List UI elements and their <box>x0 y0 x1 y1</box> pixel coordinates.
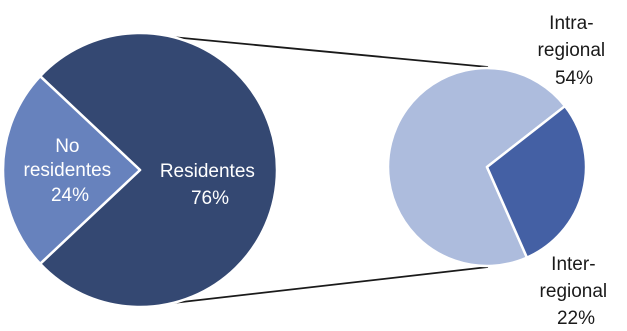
slice-inter-regional[interactable] <box>485 104 588 259</box>
slice-residentes[interactable] <box>38 31 279 309</box>
label-no-residentes: No residentes 24% <box>24 136 117 206</box>
label-intra-line2: regional <box>538 40 606 61</box>
label-no-residentes-line1: No <box>55 136 79 157</box>
label-intra-line1: Intra- <box>549 13 593 34</box>
label-no-residentes-line2: residentes <box>24 160 112 181</box>
label-inter-value: 22% <box>557 308 595 329</box>
slice-intra-regional[interactable] <box>386 66 567 268</box>
connector-line-bottom <box>172 266 489 304</box>
label-no-residentes-value: 24% <box>51 185 89 206</box>
slice-no-residentes[interactable] <box>1 74 142 266</box>
main-pie <box>1 31 279 309</box>
label-inter-line2: regional <box>540 281 608 302</box>
label-residentes-name: Residentes <box>160 161 255 182</box>
label-residentes: Residentes 76% <box>160 161 260 209</box>
label-intra-regional: Intra- regional 54% <box>538 13 611 89</box>
connector-line-top <box>171 36 489 68</box>
label-inter-regional: Inter- regional 22% <box>540 254 613 329</box>
label-inter-line1: Inter- <box>551 254 595 275</box>
label-intra-value: 54% <box>555 68 593 89</box>
label-residentes-value: 76% <box>191 188 229 209</box>
breakdown-pie <box>386 66 588 268</box>
